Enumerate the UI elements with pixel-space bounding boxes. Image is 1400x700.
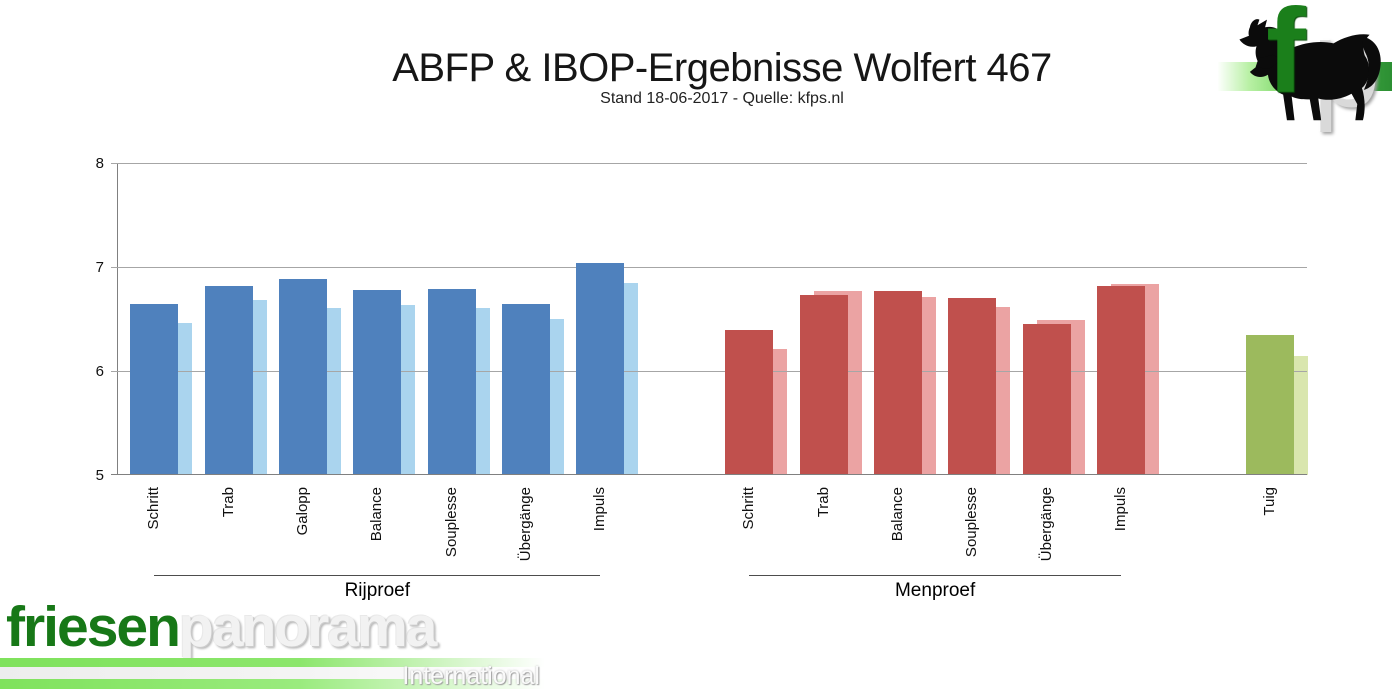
- bar-menproef-trab-dark: [799, 295, 848, 475]
- bar-rijproef-impuls-dark: [576, 262, 625, 475]
- y-tick-label-8: 8: [95, 155, 104, 172]
- bar-rijproef-balance-dark: [353, 289, 402, 475]
- watermark-wordmark: friesenpanorama: [6, 595, 437, 659]
- bar-menproef-impuls-dark: [1097, 285, 1146, 475]
- x-label-rijproef-schritt: Schritt: [145, 487, 163, 530]
- y-axis-line: [117, 163, 118, 475]
- x-axis-line: [111, 474, 1307, 475]
- x-label-menproef-ubergange: Übergänge: [1037, 487, 1055, 562]
- horse-icon: [1239, 19, 1381, 121]
- x-label-rijproef-balance: Balance: [368, 487, 386, 542]
- friesenpanorama-logo: p f: [1218, 0, 1392, 128]
- watermark-stripe-white: [0, 667, 545, 679]
- gridline-7: [111, 267, 1307, 268]
- watermark-panorama: panorama: [178, 595, 437, 659]
- x-label-tuig-tuig: Tuig: [1260, 487, 1278, 516]
- bar-rijproef-ubergange-dark: [502, 304, 551, 475]
- bar-rijproef-trab-dark: [204, 285, 253, 475]
- watermark-international: International: [402, 662, 540, 690]
- x-label-rijproef-trab: Trab: [219, 487, 237, 518]
- gridline-6: [111, 371, 1307, 372]
- bar-menproef-balance-dark: [873, 290, 922, 475]
- x-label-menproef-impuls: Impuls: [1112, 487, 1130, 532]
- bar-rijproef-galopp-dark: [278, 279, 327, 475]
- group-label-menproef: Menproef: [894, 580, 976, 601]
- x-label-rijproef-impuls: Impuls: [591, 487, 609, 532]
- bar-menproef-ubergange-dark: [1022, 324, 1071, 475]
- watermark-stripe-green-top: [0, 658, 545, 667]
- chart-title: ABFP & IBOP-Ergebnisse Wolfert 467: [392, 46, 1052, 90]
- category-labels: Schritt Trab Galopp Balance Souplesse Übergän…: [117, 487, 1307, 577]
- y-tick-label-6: 6: [95, 363, 104, 380]
- y-tick-label-7: 7: [95, 259, 104, 276]
- y-axis-labels: 5 6 7 8: [70, 155, 104, 484]
- x-label-menproef-souplesse: Souplesse: [963, 487, 981, 558]
- gridline-8: [111, 163, 1307, 164]
- bar-tuig-tuig-dark: [1245, 334, 1294, 475]
- watermark-stripe-green-bottom: [0, 679, 545, 689]
- bar-rijproef-schritt-dark: [130, 304, 179, 475]
- bar-rijproef-souplesse-dark: [427, 288, 476, 475]
- x-label-menproef-trab: Trab: [814, 487, 832, 518]
- x-label-rijproef-souplesse: Souplesse: [442, 487, 460, 558]
- logo-letter-f: f: [1266, 0, 1306, 118]
- chart-subtitle: Stand 18-06-2017 - Quelle: kfps.nl: [600, 90, 844, 107]
- bar-menproef-schritt-dark: [725, 330, 774, 475]
- x-label-rijproef-galopp: Galopp: [293, 487, 311, 536]
- y-tick-label-5: 5: [95, 467, 104, 484]
- plot-area: [111, 163, 1308, 475]
- watermark-friesen: friesen: [6, 595, 181, 659]
- bar-menproef-souplesse-dark: [948, 298, 997, 475]
- friesenpanorama-watermark: friesenpanorama International: [0, 596, 620, 700]
- x-label-menproef-schritt: Schritt: [740, 487, 758, 530]
- x-label-menproef-balance: Balance: [888, 487, 906, 542]
- x-label-rijproef-ubergange: Übergänge: [517, 487, 535, 562]
